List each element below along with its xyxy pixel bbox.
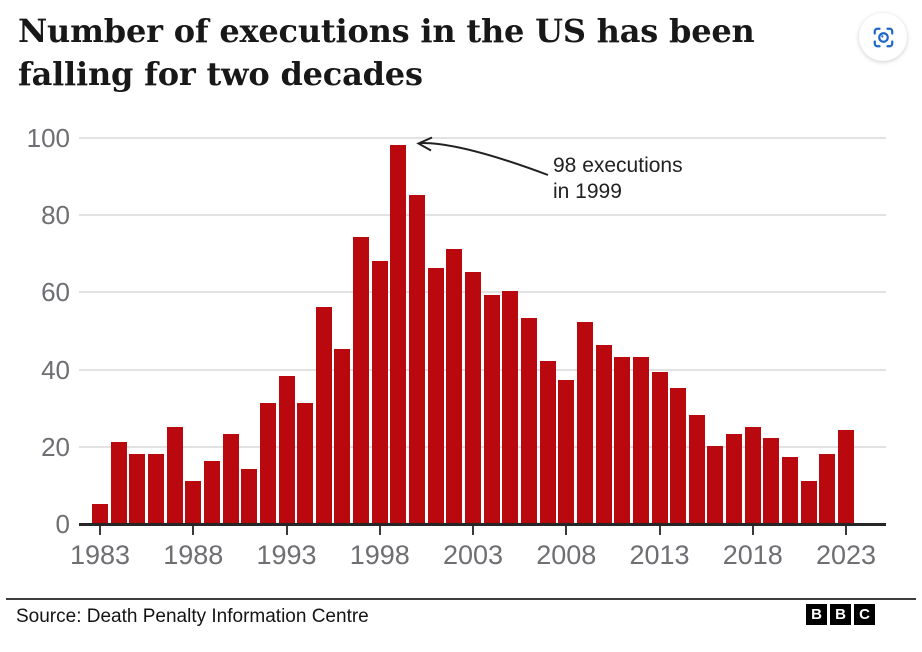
x-tick-1993: [285, 526, 288, 535]
x-axis-label-1993: 1993: [256, 540, 317, 570]
chart-title: Number of executions in the US has been …: [18, 10, 838, 96]
y-axis-label-20: 20: [41, 431, 70, 462]
bar-2016: [707, 445, 724, 523]
annotation-label: 98 executions in 1999: [553, 153, 683, 205]
bar-2015: [688, 414, 705, 523]
x-tick-1988: [192, 526, 195, 535]
bar-2011: [614, 357, 631, 523]
gridline-80: [79, 214, 886, 217]
bar-2012: [632, 357, 649, 523]
bar-1994: [297, 403, 314, 523]
x-axis-line: [79, 523, 886, 526]
gridline-40: [79, 368, 886, 371]
x-tick-2023: [845, 526, 847, 535]
chart-title-line1: Number of executions in the US has been: [18, 12, 755, 50]
x-axis-label-2008: 2008: [536, 540, 597, 570]
bar-2001: [427, 268, 444, 523]
gridline-60: [79, 291, 886, 294]
x-axis-label-2003: 2003: [442, 540, 504, 570]
annotation-line1: 98 executions: [553, 154, 683, 177]
zoom-expand-icon: [873, 27, 893, 47]
bar-2004: [483, 295, 500, 523]
expand-button[interactable]: [859, 13, 907, 61]
bar-1997: [353, 237, 370, 523]
bar-1992: [259, 403, 276, 523]
bar-2003: [465, 272, 481, 523]
bar-1995: [315, 306, 332, 523]
bar-2014: [670, 387, 687, 523]
bar-1999: [390, 144, 407, 523]
bar-1990: [222, 434, 239, 523]
x-axis-label-1988: 1988: [163, 540, 224, 570]
bar-2022: [819, 453, 836, 523]
x-tick-2013: [658, 526, 661, 535]
bbc-logo-letter: B: [806, 604, 827, 625]
y-axis-label-100: 100: [26, 123, 70, 153]
bar-2005: [502, 291, 519, 523]
bar-1998: [371, 260, 388, 523]
bar-1991: [241, 468, 258, 523]
x-tick-2008: [565, 526, 568, 535]
y-axis-label-60: 60: [41, 277, 70, 308]
bar-1985: [129, 453, 146, 523]
y-axis-label-0: 0: [55, 509, 70, 539]
x-tick-2003: [472, 526, 474, 535]
bar-1987: [166, 426, 183, 523]
bar-1984: [110, 441, 127, 523]
bar-1986: [147, 453, 164, 523]
bar-2007: [539, 360, 556, 523]
bar-1988: [185, 480, 202, 523]
bar-1996: [334, 349, 351, 523]
bbc-logo-letter: B: [830, 604, 851, 625]
x-axis-label-2023: 2023: [815, 540, 877, 570]
x-axis-label-2013: 2013: [629, 540, 690, 570]
x-axis-label-2018: 2018: [722, 540, 783, 570]
bar-2009: [576, 322, 593, 523]
bar-1993: [278, 376, 295, 523]
bar-2017: [726, 434, 743, 523]
gridline-100: [79, 137, 886, 139]
bar-2008: [558, 380, 575, 523]
x-tick-1998: [378, 526, 381, 535]
annotation-line2: in 1999: [553, 180, 622, 203]
bbc-logo-letter: C: [854, 604, 875, 625]
bar-1983: [92, 503, 108, 523]
x-axis-label-1983: 1983: [69, 540, 131, 570]
bar-2006: [520, 318, 537, 523]
y-axis-label-40: 40: [41, 354, 70, 385]
bbc-logo: B B C: [806, 604, 875, 625]
bar-2023: [838, 430, 854, 523]
bar-2010: [595, 345, 612, 523]
x-tick-2018: [751, 526, 754, 535]
bar-2002: [446, 248, 463, 523]
bar-2019: [763, 438, 780, 523]
y-axis-label-80: 80: [41, 200, 70, 231]
bar-2013: [651, 372, 668, 523]
bar-2021: [800, 480, 817, 523]
gridline-20: [79, 445, 886, 448]
x-axis-label-1998: 1998: [349, 540, 410, 570]
footer-divider: [6, 598, 916, 600]
bar-1989: [203, 461, 220, 523]
chart-title-line2: falling for two decades: [18, 55, 423, 93]
bar-2000: [409, 194, 426, 523]
x-tick-1983: [99, 526, 101, 535]
source-label: Source: Death Penalty Information Centre: [16, 606, 369, 627]
bar-2020: [782, 457, 799, 523]
bar-2018: [744, 426, 761, 523]
